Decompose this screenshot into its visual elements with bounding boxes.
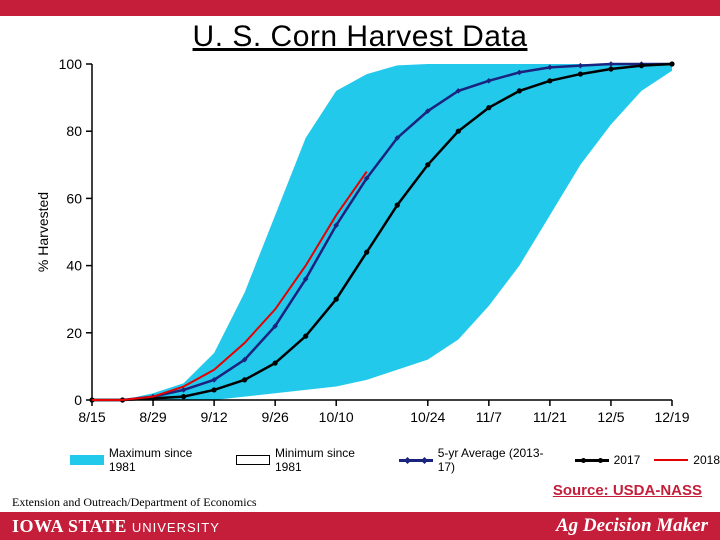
x-tick-label: 11/7 (476, 409, 502, 425)
y-tick-label: 60 (66, 190, 82, 206)
legend-label: Minimum since 1981 (275, 446, 385, 474)
legend-label: 5-yr Average (2013-17) (438, 446, 561, 474)
x-tick-label: 10/24 (410, 409, 445, 425)
swatch-open-icon (236, 455, 270, 465)
university-sub: UNIVERSITY (132, 520, 220, 535)
y-axis-label: % Harvested (35, 192, 51, 272)
x-tick-label: 11/21 (533, 409, 567, 425)
page: U. S. Corn Harvest Data 0 20 40 60 80 100 % Ha… (0, 0, 720, 540)
title-row: U. S. Corn Harvest Data (0, 16, 720, 56)
legend-5yr: 5-yr Average (2013-17) (399, 446, 561, 474)
university-main: IOWA STATE (12, 516, 127, 537)
brand-text: Ag Decision Maker (556, 515, 708, 537)
x-tick-label: 8/15 (78, 409, 105, 425)
harvest-chart: 0 20 40 60 80 100 % Harvested 8/15 8/29 9/12 9/26 1… (30, 56, 690, 436)
legend-2017: 2017 (575, 453, 641, 467)
legend-label: Maximum since 1981 (109, 446, 222, 474)
top-red-bar (0, 0, 720, 16)
legend-2018: 2018 (654, 453, 720, 467)
department-text: Extension and Outreach/Department of Eco… (12, 495, 257, 510)
x-tick-label: 12/5 (597, 409, 624, 425)
x-tick-label: 10/10 (319, 409, 354, 425)
chart-area: 0 20 40 60 80 100 % Harvested 8/15 8/29 9/12 9/26 1… (0, 56, 720, 442)
legend-label: 2017 (614, 453, 641, 467)
legend-max: Maximum since 1981 (70, 446, 222, 474)
max-min-band (92, 64, 672, 400)
legend-label: 2018 (693, 453, 720, 467)
legend: Maximum since 1981 Minimum since 1981 5-… (0, 442, 720, 480)
swatch-navy-icon (399, 459, 433, 462)
university-logo: IOWA STATE UNIVERSITY (12, 516, 220, 537)
x-tick-label: 12/19 (654, 409, 689, 425)
footer-bar: IOWA STATE UNIVERSITY Ag Decision Maker (0, 512, 720, 540)
footer: Source: USDA-NASS Extension and Outreach… (0, 480, 720, 540)
page-title: U. S. Corn Harvest Data (193, 20, 528, 53)
swatch-fill-icon (70, 455, 104, 465)
swatch-black-icon (575, 459, 609, 462)
y-tick-label: 40 (66, 258, 82, 274)
x-tick-label: 9/26 (262, 409, 289, 425)
y-tick-label: 0 (74, 392, 82, 408)
y-tick-label: 20 (66, 325, 82, 341)
x-tick-label: 8/29 (139, 409, 166, 425)
y-tick-label: 80 (66, 123, 82, 139)
legend-min: Minimum since 1981 (236, 446, 385, 474)
y-tick-label: 100 (59, 56, 83, 72)
x-tick-label: 9/12 (200, 409, 227, 425)
swatch-red-icon (654, 459, 688, 461)
